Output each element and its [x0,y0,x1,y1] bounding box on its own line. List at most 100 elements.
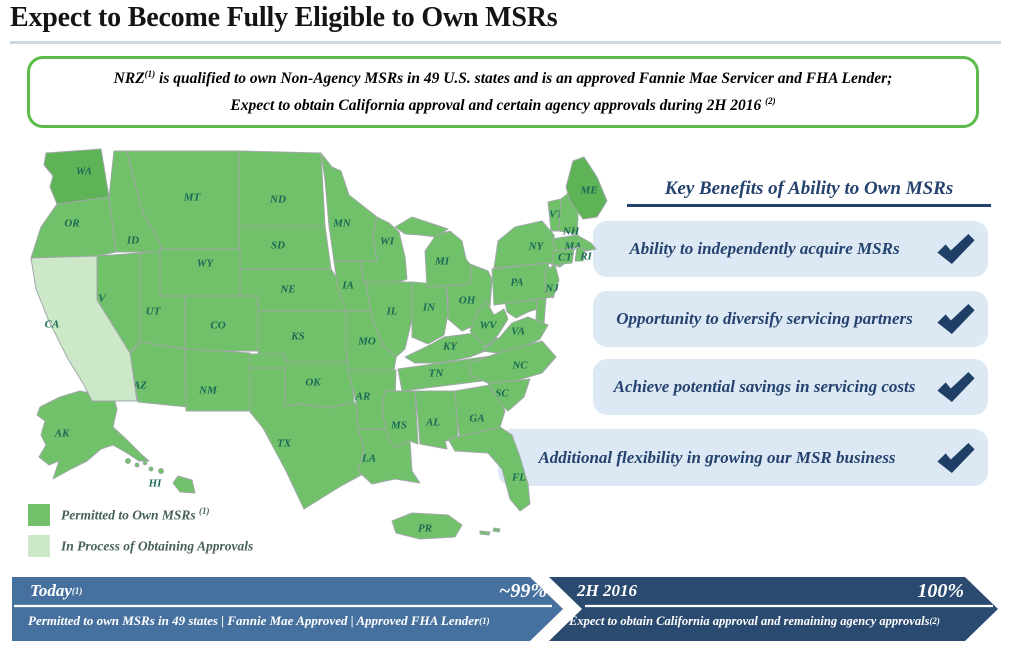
state-AZ: AZ [129,341,188,408]
state-label-ID: ID [126,235,139,247]
subtitle-text: Expect to obtain California approval and… [230,96,766,114]
state-label-HI: HI [148,478,163,490]
state-label-CT: CT [558,252,573,264]
state-label-NY: NY [528,241,545,253]
detail-text: Expect to obtain California approval and… [569,613,930,628]
footnote-marker: (1) [71,586,83,596]
legend-label: Permitted to Own MSRs (1) [61,506,210,524]
subtitle-callout: NRZ(1) is qualified to own Non-Agency MS… [27,56,979,128]
state-label-ND: ND [269,194,286,206]
state-label-CA: CA [45,319,60,331]
benefit-item-2: Opportunity to diversify servicing partn… [593,291,988,347]
state-FL: FL [447,426,531,512]
state-label-KY: KY [442,341,458,353]
benefits-heading: Key Benefits of Ability to Own MSRs [664,178,954,199]
timeline-today-detail: Permitted to own MSRs in 49 states | Fan… [28,607,490,635]
state-label-ME: ME [579,185,597,197]
subtitle-text: is qualified to own Non-Agency MSRs in 4… [155,70,893,88]
state-label-WY: WY [197,258,215,270]
benefit-text: Ability to independently acquire MSRs [629,239,900,258]
timeline-today-title: Today (1) [30,577,82,605]
arrow-shape [549,577,998,641]
checkmark-icon [937,234,975,264]
footnote-marker: (1) [199,506,210,517]
territory-shape [479,530,491,536]
state-label-WA: WA [76,166,92,178]
percent-text: 100% [917,579,964,602]
benefit-text: Opportunity to diversify servicing partn… [616,309,913,328]
benefit-item-4: Additional flexibility in growing our MS… [498,429,988,486]
state-label-WV: WV [479,320,498,332]
detail-text: Permitted to own MSRs in 49 states | Fan… [28,613,480,628]
state-MN: MN [320,152,378,262]
state-PA: PA [491,262,555,306]
state-IN: IN [411,281,449,345]
subtitle-line-1: NRZ(1) is qualified to own Non-Agency MS… [30,69,976,88]
state-label-MI: MI [434,256,450,268]
checkmark-icon [937,372,975,402]
state-NJ: NJ [544,264,560,299]
state-label-OH: OH [459,295,476,307]
state-label-AZ: AZ [132,380,147,392]
state-label-AL: AL [425,417,440,429]
state-label-OK: OK [305,377,321,389]
state-label-NE: NE [279,284,295,296]
arrow-shape [12,577,563,641]
state-label-UT: UT [146,306,162,318]
state-MI: MI [424,230,473,288]
page-title: Expect to Become Fully Eligible to Own M… [10,2,558,33]
legend-label: In Process of Obtaining Approvals [61,537,253,555]
state-CA: CA [30,255,138,402]
timeline-2h2016-detail: Expect to obtain California approval and… [569,607,940,635]
state-label-AK: AK [54,428,70,440]
state-label-WI: WI [380,236,395,248]
state-label-NM: NM [198,385,218,397]
percent-text: ~99% [498,579,547,602]
checkmark-icon [937,442,975,473]
state-KY: KY [404,330,499,364]
state-PR: PR [391,512,463,540]
legend-text: In Process of Obtaining Approvals [61,538,254,554]
state-ND: ND [238,150,326,227]
benefit-item-1: Ability to independently acquire MSRs [593,221,988,277]
state-label-AR: AR [355,391,371,403]
legend-swatch-permitted [28,504,50,526]
state-AL: AL [414,390,459,450]
timeline-arrow-2h2016: 2H 2016 100% Expect to obtain California… [549,577,998,641]
state-label-SD: SD [271,240,285,252]
timeline-arrow-today: Today (1) ~99% Permitted to own MSRs in … [12,577,563,641]
state-label-NH: NH [562,226,580,238]
timeline-today-percent: ~99% [499,577,547,605]
territory-shape [504,299,541,319]
state-RI: RI [574,246,593,263]
state-label-MN: MN [332,218,352,230]
timeline-2h2016-title: 2H 2016 [577,577,637,605]
legend-item-permitted: Permitted to Own MSRs (1) [28,504,253,526]
footnote-marker: (2) [929,616,940,626]
state-OR: OR [30,196,117,259]
timeline-2h2016-percent: 100% [917,577,964,605]
state-label-VA: VA [511,326,525,338]
footnote-marker: (1) [479,616,490,626]
checkmark-icon [937,304,975,334]
footnote-marker: (1) [144,69,156,80]
state-label-OR: OR [64,218,79,230]
state-label-MO: MO [357,336,376,348]
state-label-MS: MS [390,420,407,432]
state-WY: WY [159,248,241,297]
timeline-title-text: 2H 2016 [577,581,637,600]
state-WV: WV [469,300,509,348]
state-label-SC: SC [495,388,509,400]
legend-item-in-process: In Process of Obtaining Approvals [28,535,253,557]
footnote-marker: (2) [765,95,776,106]
benefit-text: Achieve potential savings in servicing c… [613,377,916,396]
state-AK: AK [36,390,150,480]
state-ME: ME [565,156,608,220]
state-label-TN: TN [429,368,445,380]
state-label-NC: NC [511,360,528,372]
territory-shape [492,527,501,533]
state-label-IN: IN [422,302,436,314]
benefit-item-3: Achieve potential savings in servicing c… [593,359,988,415]
state-label-PR: PR [418,523,432,535]
